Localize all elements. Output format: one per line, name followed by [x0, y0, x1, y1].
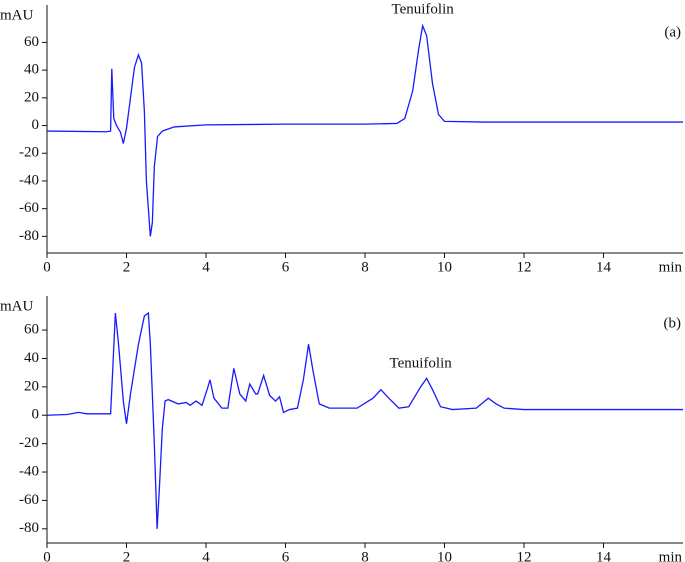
- y-tick-label: -40: [19, 463, 39, 479]
- x-tick-label: 12: [517, 549, 532, 562]
- x-tick-label: 2: [123, 259, 131, 275]
- y-tick-label: -20: [19, 145, 39, 161]
- x-axis-label: min: [659, 259, 683, 275]
- trace: [46, 23, 683, 237]
- y-tick-label: -80: [19, 228, 39, 244]
- x-tick-label: 4: [202, 259, 210, 275]
- x-tick-label: 10: [437, 259, 452, 275]
- x-tick-label: 0: [43, 549, 51, 562]
- x-tick-label: 8: [361, 259, 369, 275]
- x-tick-label: 10: [437, 549, 452, 562]
- x-tick-label: 6: [282, 549, 290, 562]
- x-tick-label: 12: [517, 259, 532, 275]
- y-tick-label: 40: [24, 350, 39, 366]
- x-tick-label: 2: [123, 549, 131, 562]
- y-tick-label: -60: [19, 200, 39, 216]
- x-tick-label: 14: [596, 549, 612, 562]
- y-tick-label: 20: [24, 89, 39, 105]
- annotation: Tenuifolin: [391, 1, 454, 17]
- y-tick-label: -20: [19, 435, 39, 451]
- y-tick-label: 20: [24, 378, 39, 394]
- y-tick-label: 60: [24, 34, 39, 50]
- x-tick-label: 4: [202, 549, 210, 562]
- trace: [46, 311, 683, 529]
- y-tick-label: -60: [19, 492, 39, 508]
- y-axis-label: mAU: [0, 7, 34, 23]
- y-tick-label: 60: [24, 322, 39, 338]
- x-tick-label: 14: [596, 259, 612, 275]
- annotation: Tenuifolin: [390, 355, 453, 371]
- x-axis-label: min: [659, 549, 683, 562]
- y-tick-label: -40: [19, 172, 39, 188]
- panel-label: (a): [664, 24, 681, 40]
- y-tick-label: 0: [32, 407, 40, 423]
- x-tick-label: 0: [43, 259, 51, 275]
- panel-label: (b): [664, 315, 682, 331]
- y-tick-label: 40: [24, 62, 39, 78]
- x-tick-label: 8: [361, 549, 369, 562]
- y-tick-label: -80: [19, 520, 39, 536]
- y-tick-label: 0: [32, 117, 40, 133]
- y-axis-label: mAU: [0, 298, 34, 314]
- x-tick-label: 6: [282, 259, 290, 275]
